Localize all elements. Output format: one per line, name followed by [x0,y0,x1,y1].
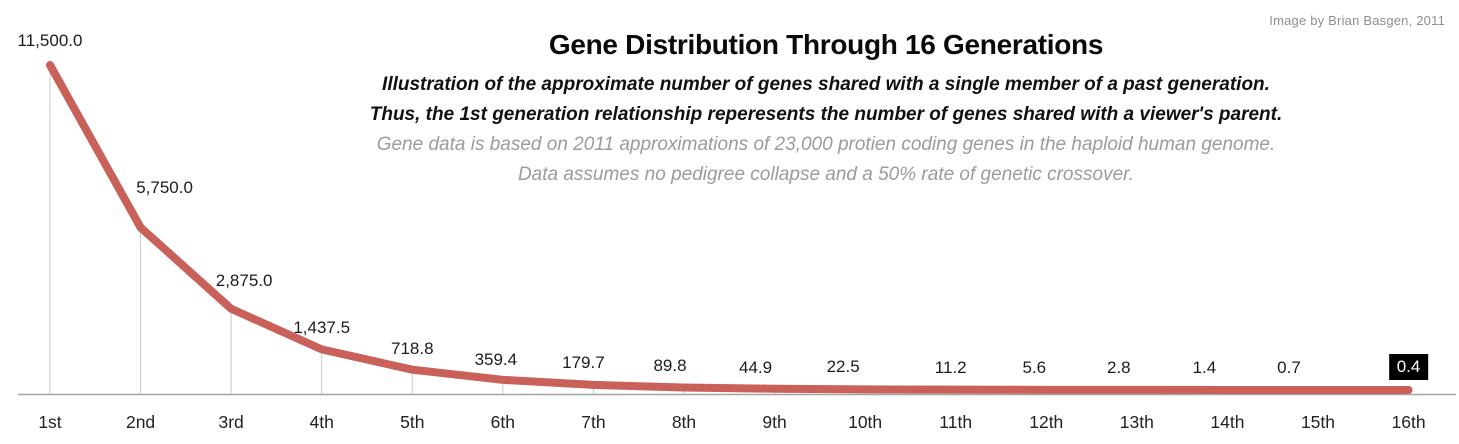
data-label: 11.2 [934,357,967,377]
x-axis-label: 9th [762,412,787,432]
data-label: 179.7 [562,352,605,372]
data-label: 2.8 [1107,357,1131,377]
gene-series-line [46,61,1413,394]
x-axis-label: 2nd [125,412,156,432]
x-axis-label: 15th [1300,412,1335,432]
credit-text: Image by Brian Basgen, 2011 [1269,13,1445,28]
x-axis-label: 13th [1119,412,1154,432]
x-axis-label: 1st [38,412,62,432]
data-label: 359.4 [474,349,518,369]
data-label: 1,437.5 [293,318,351,338]
x-axis-label: 12th [1029,412,1064,432]
x-axis-label: 4th [309,412,334,432]
x-axis-label: 8th [671,412,697,432]
data-label: 5,750.0 [136,177,193,197]
data-label: 0.7 [1277,357,1301,377]
data-label: 11,500.0 [17,31,83,50]
data-label: 89.8 [653,356,687,376]
x-axis-label: 6th [490,412,516,432]
x-axis-label: 7th [581,412,606,432]
x-axis-label: 5th [400,412,425,432]
data-label: 22.5 [826,357,860,377]
data-label: 1.4 [1192,357,1217,377]
data-label: 718.8 [390,338,434,358]
x-axis-label: 16th [1391,412,1426,432]
x-axis-label: 10th [848,412,883,432]
x-axis-label: 11th [939,412,973,432]
data-label: 5.6 [1022,357,1047,377]
data-label: 2,875.0 [215,270,273,290]
x-axis-label: 3rd [218,412,244,432]
data-label: 44.9 [739,357,773,377]
data-label: 0.4 [1388,353,1429,380]
x-axis-label: 14th [1210,412,1245,432]
